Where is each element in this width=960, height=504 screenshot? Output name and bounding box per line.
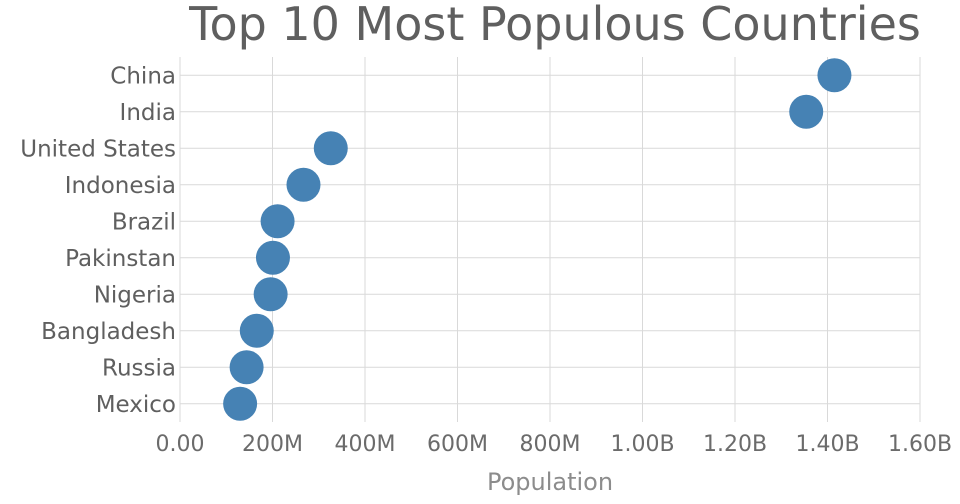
y-tick-label: Mexico [96,392,176,418]
y-tick-label: Brazil [112,209,176,235]
x-tick-label: 1.60B [888,432,952,457]
data-point [789,94,824,129]
y-tick-label: Indonesia [65,173,176,199]
y-tick-label: India [120,100,176,126]
x-tick-label: 1.40B [795,432,859,457]
y-tick-label: Russia [102,355,176,381]
y-tick-label: United States [20,136,176,162]
x-axis-label: Population [487,468,613,496]
data-point [223,386,258,421]
x-tick-label: 400M [335,432,396,457]
y-tick-label: Bangladesh [41,319,176,345]
data-point [255,240,290,275]
x-tick-label: 800M [520,432,581,457]
data-point [313,131,348,166]
x-tick-label: 1.00B [610,432,674,457]
data-point [286,167,321,202]
data-point [253,277,288,312]
data-points [223,58,852,421]
data-point [817,58,852,93]
chart-title: Top 10 Most Populous Countries [188,0,921,51]
x-tick-label: 200M [242,432,303,457]
y-tick-label: Nigeria [94,282,176,308]
data-point [239,313,274,348]
x-tick-label: 600M [427,432,488,457]
y-tick-label: Pakinstan [65,246,176,272]
y-tick-label: China [110,63,176,89]
grid-lines [179,57,921,422]
x-tick-label: 1.20B [703,432,767,457]
data-point [260,204,295,239]
data-point [229,350,264,385]
x-tick-label: 0.00 [156,432,205,457]
axis-tick-labels: 0.00 200M 400M 600M 800M 1.00B 1.20B 1.40B 1.60B… [20,63,952,457]
